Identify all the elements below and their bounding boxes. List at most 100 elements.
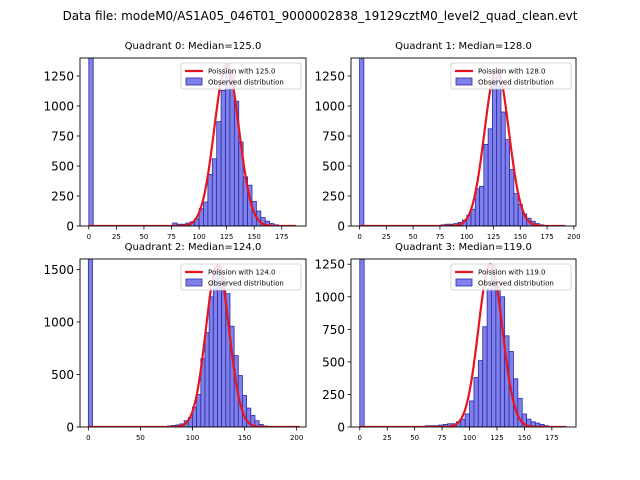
axes-frame <box>79 57 307 227</box>
y-tick-label: 750 <box>322 130 345 144</box>
x-tick-label: 125 <box>220 233 233 241</box>
histogram-bar <box>216 121 222 226</box>
y-tick-label: 750 <box>51 130 74 144</box>
quadrant-3-title: Quadrant 3: Median=119.0 <box>395 242 532 253</box>
histogram-bar <box>479 185 485 226</box>
histogram-bar-zero <box>359 58 365 226</box>
y-tick-label: 250 <box>322 190 345 204</box>
histogram-bar <box>504 139 510 226</box>
y-tick-label: 500 <box>51 368 74 382</box>
histogram-bar <box>477 360 484 427</box>
x-tick-label: 150 <box>518 434 531 442</box>
x-tick-label: 25 <box>383 434 392 442</box>
legend-box <box>450 62 572 90</box>
histogram-bar <box>220 90 226 226</box>
x-tick-label: 175 <box>275 233 288 241</box>
histogram-bar <box>473 377 479 427</box>
y-tick-label: 750 <box>322 323 345 337</box>
histogram-bar <box>492 76 498 226</box>
histogram-bar-zero <box>87 259 93 427</box>
x-tick-label: 0 <box>358 434 362 442</box>
y-tick-label: 1000 <box>43 316 74 330</box>
histogram-bar <box>483 143 489 226</box>
x-tick-label: 50 <box>410 434 419 442</box>
legend-fit-label: Poission with 128.0 <box>478 68 546 76</box>
legend-observed-swatch <box>455 77 473 86</box>
histogram-bar <box>196 394 202 427</box>
legend-observed-swatch <box>185 77 203 86</box>
histogram-bar <box>509 169 515 226</box>
y-tick-label: 250 <box>51 190 74 204</box>
x-tick-label: 75 <box>435 233 444 241</box>
histogram-bar <box>513 193 519 226</box>
x-tick-label: 100 <box>463 434 476 442</box>
y-tick-label: 1250 <box>43 70 74 84</box>
y-tick-label: 0 <box>337 421 345 435</box>
legend-box <box>180 62 302 90</box>
y-tick-label: 250 <box>322 388 345 402</box>
x-tick-label: 75 <box>438 434 447 442</box>
axes-frame <box>350 57 577 227</box>
quadrant-3-plot-area <box>359 259 567 427</box>
quadrant-3-legend: Poission with 119.0 Observed distribution <box>450 263 572 291</box>
quadrant-2-legend: Poission with 124.0 Observed distribution <box>180 263 302 291</box>
x-tick-label: 175 <box>540 233 553 241</box>
legend-box <box>450 263 572 291</box>
x-tick-label: 200 <box>567 233 580 241</box>
y-tick-label: 500 <box>51 160 74 174</box>
y-tick-label: 1250 <box>314 70 345 84</box>
quadrant-1-panel: Quadrant 1: Median=128.0 0 25 50 75 100 125 150… <box>314 41 580 241</box>
legend-fit-label: Poission with 125.0 <box>208 68 276 76</box>
figure-suptitle: Data file: modeM0/AS1A05_046T01_90000028… <box>63 9 578 23</box>
y-tick-label: 0 <box>66 220 74 234</box>
quadrant-3-panel: Quadrant 3: Median=119.0 0 25 50 75 100 125 150… <box>314 242 577 442</box>
quadrant-0-plot-area <box>88 58 297 226</box>
x-tick-label: 100 <box>192 233 205 241</box>
legend-fit-label: Poission with 119.0 <box>478 269 546 277</box>
y-tick-label: 1000 <box>314 290 345 304</box>
histogram-bar <box>208 296 214 427</box>
x-tick-label: 0 <box>357 233 361 241</box>
histogram-bar <box>204 332 210 427</box>
quadrant-0-panel: Quadrant 0: Median=125.0 0 25 50 75 100 125 150… <box>43 41 307 241</box>
histogram-bar <box>211 158 218 226</box>
legend-fit-label: Poission with 124.0 <box>208 269 276 277</box>
y-tick-label: 0 <box>66 421 74 435</box>
x-tick-label: 150 <box>238 434 251 442</box>
histogram-bar-zero <box>359 259 365 427</box>
y-tick-label: 1500 <box>43 263 74 277</box>
legend-observed-label: Observed distribution <box>208 79 284 87</box>
x-tick-label: 100 <box>460 233 473 241</box>
legend-observed-swatch <box>185 278 203 287</box>
x-tick-label: 150 <box>247 233 260 241</box>
x-tick-label: 50 <box>409 233 418 241</box>
axes-frame <box>79 258 307 428</box>
quadrant-0-title: Quadrant 0: Median=125.0 <box>125 41 262 52</box>
quadrant-2-panel: Quadrant 2: Median=124.0 0 50 100 150 200 0 500… <box>43 242 307 442</box>
legend-box <box>180 263 302 291</box>
histogram-bar <box>254 420 260 427</box>
y-tick-label: 0 <box>337 220 345 234</box>
histogram-bar-zero <box>88 58 94 226</box>
x-tick-label: 0 <box>86 434 90 442</box>
x-tick-label: 200 <box>290 434 303 442</box>
x-tick-label: 25 <box>112 233 121 241</box>
histogram-bar <box>496 68 502 226</box>
x-tick-label: 50 <box>139 233 148 241</box>
histogram-bar <box>203 201 209 226</box>
histogram-bar <box>464 413 470 427</box>
y-tick-label: 1000 <box>314 100 345 114</box>
subplot-grid: Quadrant 0: Median=125.0 0 25 50 75 100 125 150… <box>43 41 580 442</box>
x-tick-label: 75 <box>167 233 176 241</box>
histogram-bar <box>212 271 218 427</box>
x-tick-label: 25 <box>382 233 391 241</box>
x-tick-label: 150 <box>514 233 527 241</box>
y-tick-label: 500 <box>322 160 345 174</box>
poisson-fit-line <box>88 63 297 226</box>
legend-observed-label: Observed distribution <box>478 280 554 288</box>
axes-frame <box>350 258 577 428</box>
histogram-bar <box>487 128 493 226</box>
histogram-bar <box>207 173 213 226</box>
x-tick-label: 125 <box>487 233 500 241</box>
x-tick-label: 175 <box>545 434 558 442</box>
